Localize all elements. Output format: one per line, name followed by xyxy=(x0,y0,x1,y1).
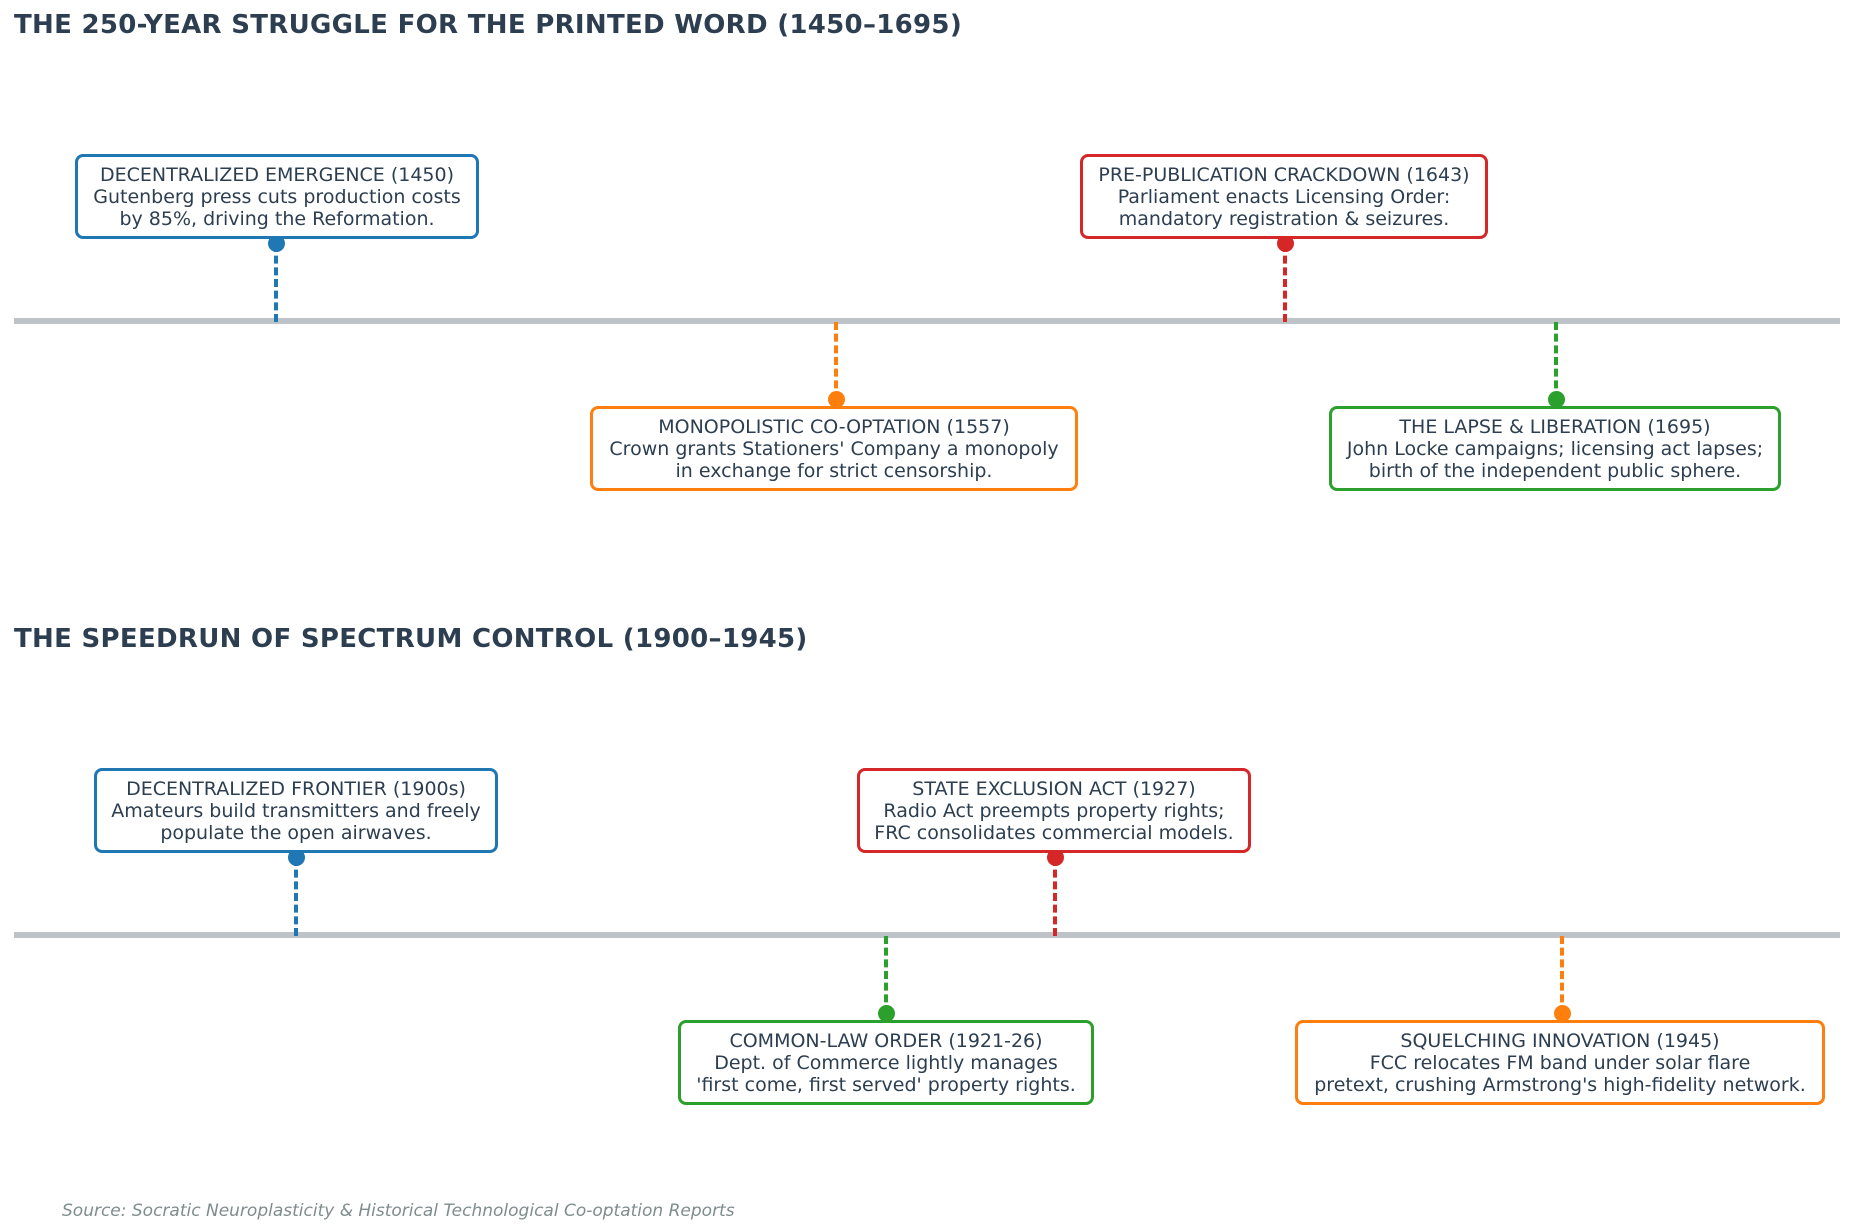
timeline-title-printed-word: THE 250-YEAR STRUGGLE FOR THE PRINTED WO… xyxy=(14,10,962,40)
event-marker xyxy=(1047,849,1064,866)
event-marker xyxy=(1548,391,1565,408)
event-heading: DECENTRALIZED EMERGENCE (1450) xyxy=(99,164,455,186)
event-card-squelching-innovation: SQUELCHING INNOVATION (1945) FCC relocat… xyxy=(1295,1020,1825,1105)
event-description: Parliament enacts Licensing Order: xyxy=(1117,186,1451,208)
event-card-state-exclusion-act: STATE EXCLUSION ACT (1927) Radio Act pre… xyxy=(857,768,1251,853)
event-heading: COMMON-LAW ORDER (1921-26) xyxy=(729,1030,1043,1052)
event-heading: MONOPOLISTIC CO-OPTATION (1557) xyxy=(658,416,1010,438)
event-marker xyxy=(268,235,285,252)
event-card-lapse-and-liberation: THE LAPSE & LIBERATION (1695) John Locke… xyxy=(1329,406,1781,491)
event-card-pre-publication-crackdown: PRE-PUBLICATION CRACKDOWN (1643) Parliam… xyxy=(1080,154,1488,239)
event-connector xyxy=(1554,322,1558,400)
event-description: FCC relocates FM band under solar flare xyxy=(1369,1052,1751,1074)
timeline-axis-spectrum-control xyxy=(14,932,1840,938)
event-connector xyxy=(884,936,888,1014)
event-card-common-law-order: COMMON-LAW ORDER (1921-26) Dept. of Comm… xyxy=(678,1020,1094,1105)
event-description: Amateurs build transmitters and freely xyxy=(111,800,481,822)
event-heading: THE LAPSE & LIBERATION (1695) xyxy=(1399,416,1711,438)
event-card-decentralized-frontier: DECENTRALIZED FRONTIER (1900s) Amateurs … xyxy=(94,768,498,853)
event-card-monopolistic-co-optation: MONOPOLISTIC CO-OPTATION (1557) Crown gr… xyxy=(590,406,1078,491)
event-marker xyxy=(828,391,845,408)
timeline-title-spectrum-control: THE SPEEDRUN OF SPECTRUM CONTROL (1900–1… xyxy=(14,624,808,654)
event-connector xyxy=(1283,244,1287,322)
event-description: populate the open airwaves. xyxy=(160,822,432,844)
event-marker xyxy=(1554,1005,1571,1022)
event-description: Radio Act preempts property rights; xyxy=(883,800,1225,822)
event-description: pretext, crushing Armstrong's high-fidel… xyxy=(1314,1074,1806,1096)
event-connector xyxy=(274,244,278,322)
event-description: in exchange for strict censorship. xyxy=(675,460,993,482)
event-description: Crown grants Stationers' Company a monop… xyxy=(609,438,1059,460)
event-description: Gutenberg press cuts production costs xyxy=(93,186,461,208)
event-marker xyxy=(878,1005,895,1022)
event-marker xyxy=(288,849,305,866)
event-heading: PRE-PUBLICATION CRACKDOWN (1643) xyxy=(1098,164,1470,186)
event-marker xyxy=(1277,235,1294,252)
event-connector xyxy=(1560,936,1564,1014)
event-heading: STATE EXCLUSION ACT (1927) xyxy=(912,778,1196,800)
event-description: FRC consolidates commercial models. xyxy=(874,822,1234,844)
event-connector xyxy=(294,858,298,936)
event-description: birth of the independent public sphere. xyxy=(1368,460,1742,482)
event-heading: SQUELCHING INNOVATION (1945) xyxy=(1400,1030,1720,1052)
timeline-axis-printed-word xyxy=(14,318,1840,324)
event-heading: DECENTRALIZED FRONTIER (1900s) xyxy=(126,778,466,800)
event-connector xyxy=(834,322,838,400)
event-description: John Locke campaigns; licensing act laps… xyxy=(1346,438,1764,460)
source-note: Source: Socratic Neuroplasticity & Histo… xyxy=(62,1201,735,1221)
event-description: mandatory registration & seizures. xyxy=(1118,208,1450,230)
event-card-decentralized-emergence: DECENTRALIZED EMERGENCE (1450) Gutenberg… xyxy=(75,154,479,239)
event-connector xyxy=(1053,858,1057,936)
event-description: Dept. of Commerce lightly manages xyxy=(714,1052,1058,1074)
event-description: by 85%, driving the Reformation. xyxy=(119,208,435,230)
event-description: 'first come, first served' property righ… xyxy=(696,1074,1076,1096)
